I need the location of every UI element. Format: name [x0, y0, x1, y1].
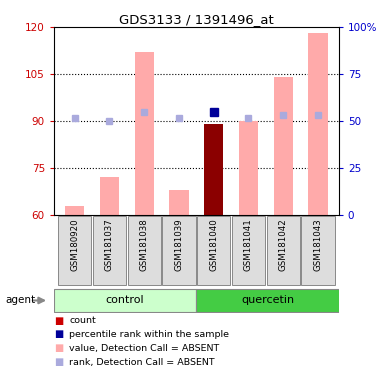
Text: GSM181040: GSM181040 [209, 218, 218, 271]
Text: GSM181043: GSM181043 [313, 218, 323, 271]
Text: GSM180920: GSM180920 [70, 218, 79, 270]
Text: value, Detection Call = ABSENT: value, Detection Call = ABSENT [69, 344, 219, 353]
Bar [232, 217, 265, 285]
Text: ■: ■ [54, 357, 63, 367]
Bar [135, 52, 154, 215]
Text: ■: ■ [54, 316, 63, 326]
Bar [162, 217, 196, 285]
Bar [58, 217, 91, 285]
Text: rank, Detection Call = ABSENT: rank, Detection Call = ABSENT [69, 358, 215, 367]
Bar [127, 217, 161, 285]
Bar [65, 206, 84, 215]
Text: ■: ■ [54, 343, 63, 353]
Bar [169, 190, 189, 215]
Text: percentile rank within the sample: percentile rank within the sample [69, 330, 229, 339]
Bar [197, 217, 230, 285]
Bar [204, 124, 223, 215]
Bar [274, 77, 293, 215]
Bar [100, 177, 119, 215]
Bar [308, 33, 328, 215]
Text: agent: agent [6, 295, 36, 306]
Text: GSM181039: GSM181039 [174, 218, 184, 270]
Text: GSM181038: GSM181038 [140, 218, 149, 271]
Title: GDS3133 / 1391496_at: GDS3133 / 1391496_at [119, 13, 274, 26]
Text: GSM181042: GSM181042 [279, 218, 288, 271]
Text: quercetin: quercetin [241, 295, 294, 305]
Text: control: control [106, 295, 144, 305]
Bar [301, 217, 335, 285]
Text: count: count [69, 316, 96, 325]
Text: GSM181037: GSM181037 [105, 218, 114, 271]
Bar [196, 289, 339, 312]
Bar [54, 289, 196, 312]
Bar [93, 217, 126, 285]
Bar [266, 217, 300, 285]
Text: GSM181041: GSM181041 [244, 218, 253, 271]
Bar [239, 121, 258, 215]
Text: ■: ■ [54, 329, 63, 339]
